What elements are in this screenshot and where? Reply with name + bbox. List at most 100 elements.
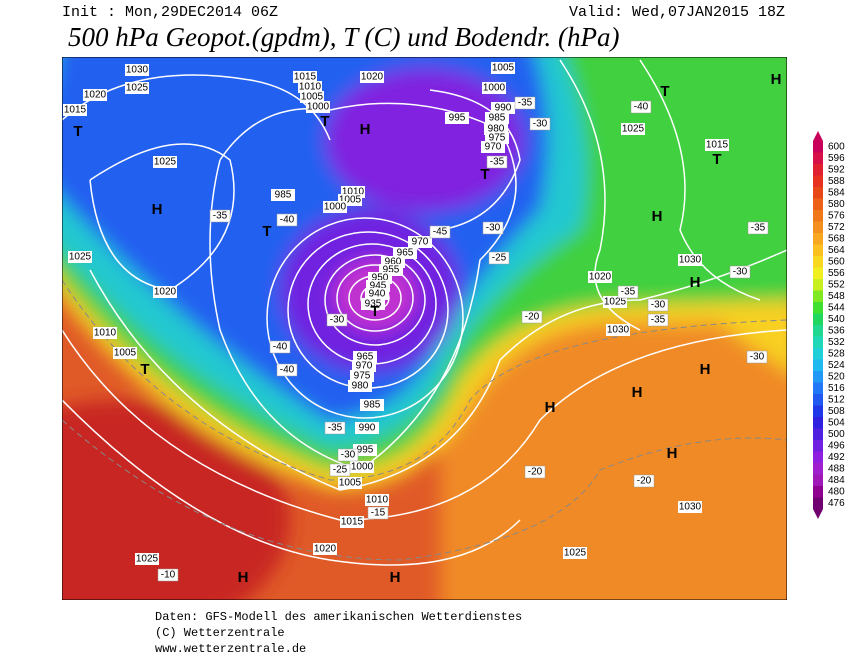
isobar-label: 975 [354, 371, 371, 382]
isobar-label-bg [353, 444, 377, 456]
isobar-label: 975 [489, 133, 506, 144]
pressure-center: T [660, 83, 669, 100]
isobar-label: 970 [485, 142, 502, 153]
isobar-label: 1000 [351, 462, 374, 473]
temperature-label: -20 [525, 312, 540, 323]
temperature-label-bg [482, 221, 504, 235]
isobar-label-bg [350, 370, 374, 382]
colorbar-swatch [813, 141, 823, 153]
isobar-label-bg [68, 251, 92, 263]
isobar-label: 965 [357, 352, 374, 363]
colorbar-swatch [813, 474, 823, 487]
isobar-label-bg [408, 236, 432, 248]
isobar-label: 970 [356, 361, 373, 372]
colorbar-label: 484 [828, 475, 845, 486]
pressure-center: H [700, 361, 711, 378]
temperature-label-bg [729, 265, 751, 279]
isobar-label-bg [588, 271, 612, 283]
pressure-center: H [545, 399, 556, 416]
colorbar-label: 536 [828, 325, 845, 336]
colorbar-arrow-bottom [813, 509, 823, 519]
colorbar-label: 568 [828, 233, 845, 244]
isobar [324, 254, 426, 346]
isobar [62, 399, 521, 566]
temperature-label: -35 [651, 315, 666, 326]
isobar [89, 143, 235, 291]
colorbar-arrow-top [813, 131, 823, 141]
colorbar-label: 592 [828, 164, 845, 175]
isobar-label: 985 [489, 113, 506, 124]
isobar-label: 950 [372, 273, 389, 284]
colorbar-label: 480 [828, 486, 845, 497]
isobar-label: 1030 [679, 255, 702, 266]
pressure-center: T [140, 361, 149, 378]
isobar-label: 1010 [366, 495, 389, 506]
isobar-label-bg [293, 71, 317, 83]
temperature-label: -25 [492, 253, 507, 264]
colorbar-label: 600 [828, 141, 845, 152]
colorbar-swatch [813, 428, 823, 441]
colorbar: 6005965925885845805765725685645605565525… [813, 131, 845, 519]
colorbar-swatch [813, 451, 823, 464]
isobar-label-bg [678, 501, 702, 513]
isobar-label: 1000 [483, 83, 506, 94]
isobar-label: 980 [488, 124, 505, 135]
colorbar-swatch [813, 198, 823, 211]
isobar-label-bg [63, 104, 87, 116]
isobar [62, 329, 787, 521]
temperature-label-bg [647, 298, 669, 312]
isobar-label-bg [153, 286, 177, 298]
temperature-label-bg [746, 350, 768, 364]
isobar-label-bg [491, 62, 515, 74]
isobar-label-bg [603, 296, 627, 308]
temperature-label: -30 [733, 267, 748, 278]
isobar-label: 940 [369, 289, 386, 300]
isobar-label-bg [563, 547, 587, 559]
isobar-label: 970 [412, 237, 429, 248]
temperature-label-bg [617, 285, 639, 299]
pressure-center: H [632, 384, 643, 401]
isotherm [62, 279, 787, 481]
temperature-label: -30 [533, 119, 548, 130]
isobars [62, 59, 787, 566]
colorbar-label: 524 [828, 360, 845, 371]
colorbar-swatch [813, 164, 823, 176]
temperature-label-bg [488, 251, 510, 265]
colorbar-label: 500 [828, 429, 845, 440]
colorbar-label: 508 [828, 406, 845, 417]
colorbar-swatch [813, 233, 823, 245]
map-title: 500 hPa Geopot.(gpdm), T (C) und Bodendr… [68, 22, 619, 52]
temperature-label: -30 [651, 300, 666, 311]
temperature-label-bg [529, 117, 551, 131]
isobar [336, 264, 414, 332]
temperature-label: -40 [280, 365, 295, 376]
isobar-label-bg [621, 123, 645, 135]
isobar-label: 1015 [706, 140, 729, 151]
temperature-isolines [62, 279, 787, 561]
colorbar-swatch [813, 382, 823, 395]
colorbar-swatch [813, 486, 823, 498]
isobar-label-bg [365, 288, 389, 300]
isobar-label: 1005 [339, 478, 362, 489]
temperature-label: -35 [518, 98, 533, 109]
colorbar-label: 596 [828, 153, 845, 164]
pressure-center: T [480, 166, 489, 183]
colorbar-label: 528 [828, 348, 845, 359]
isobar [266, 217, 464, 419]
temperature-label-bg [157, 568, 179, 582]
temperature-label: -15 [371, 508, 386, 519]
isobar-label-bg [153, 156, 177, 168]
temperature-label-bg [521, 310, 543, 324]
isobar-label: 945 [370, 281, 387, 292]
isobar-label: 1005 [492, 63, 515, 74]
colorbar-swatch [813, 221, 823, 234]
temperature-label: -20 [637, 476, 652, 487]
isobar-label: 1025 [564, 548, 587, 559]
temperature-label: -40 [280, 215, 295, 226]
isobar-label: 1025 [136, 554, 159, 565]
isobar-label: 1005 [339, 195, 362, 206]
isobar-label-bg [135, 553, 159, 565]
isobar-label: 1015 [64, 105, 87, 116]
isobar-label-bg [125, 82, 149, 94]
